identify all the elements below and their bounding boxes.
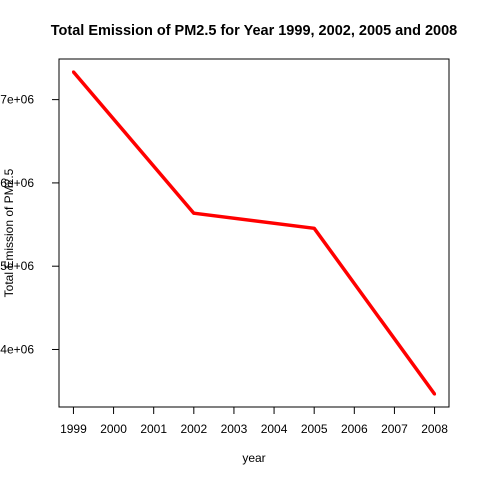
data-point (433, 392, 437, 396)
series-layer (71, 70, 437, 396)
x-tick-label: 2001 (140, 422, 167, 436)
x-tick-label: 2005 (301, 422, 328, 436)
x-tick-label: 2002 (180, 422, 207, 436)
y-tick-label: 7e+06 (0, 93, 34, 107)
x-tick-label: 2000 (100, 422, 127, 436)
y-tick-label: 5e+06 (0, 259, 34, 273)
x-tick-label: 2006 (341, 422, 368, 436)
y-axis-label: Total Emission of PM2.5 (2, 168, 16, 297)
y-axis: 4e+06 5e+06 6e+06 7e+06 (0, 93, 60, 356)
series-line (72, 70, 437, 396)
y-tick-label: 6e+06 (0, 176, 34, 190)
x-tick-label: 2007 (381, 422, 408, 436)
data-point (312, 226, 316, 230)
x-axis: 1999 2000 2001 2002 2003 2004 2005 2006 2007 2008 (60, 406, 448, 436)
x-axis-label: year (242, 451, 265, 465)
x-tick-label: 2003 (221, 422, 248, 436)
x-tick-label: 1999 (60, 422, 87, 436)
data-point (192, 211, 196, 215)
x-tick-label: 2008 (421, 422, 448, 436)
y-tick-label: 4e+06 (0, 342, 34, 356)
data-point (71, 70, 75, 74)
chart-title: Total Emission of PM2.5 for Year 1999, 2… (51, 23, 457, 39)
x-tick-label: 2004 (261, 422, 288, 436)
plot-area-frame (58, 58, 450, 408)
